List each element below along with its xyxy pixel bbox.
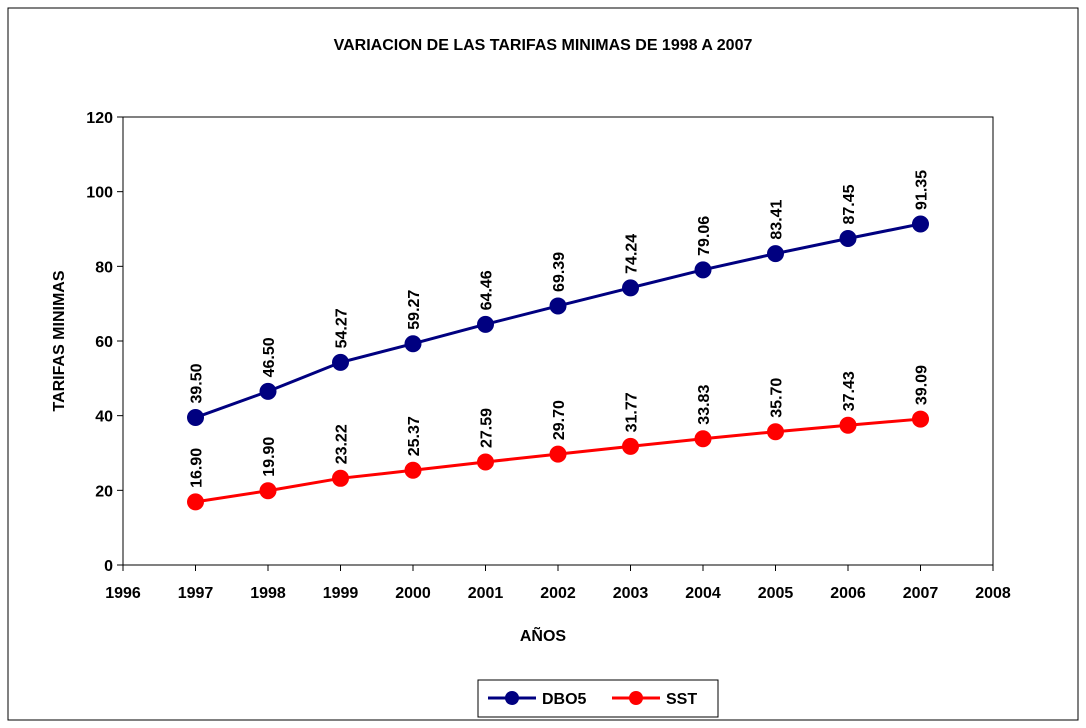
y-tick-label: 80 xyxy=(95,259,113,276)
x-tick-label: 2006 xyxy=(830,585,866,602)
data-label: 87.45 xyxy=(841,184,858,224)
legend-label: SST xyxy=(666,691,697,708)
point xyxy=(332,469,349,487)
x-tick-label: 2003 xyxy=(613,585,649,602)
y-tick-label: 0 xyxy=(104,558,113,575)
data-label: 29.70 xyxy=(551,400,568,440)
legend-marker xyxy=(505,691,519,705)
data-label: 64.46 xyxy=(479,270,496,310)
data-label: 83.41 xyxy=(769,199,786,239)
data-label: 39.50 xyxy=(189,363,206,403)
x-axis-label: AÑOS xyxy=(520,625,567,645)
legend-marker xyxy=(629,691,643,705)
x-tick-label: 2008 xyxy=(975,585,1011,602)
x-tick-label: 1999 xyxy=(323,585,359,602)
point xyxy=(549,297,567,315)
y-tick-label: 60 xyxy=(95,334,113,351)
point xyxy=(912,410,929,428)
data-label: 37.43 xyxy=(841,371,858,411)
x-tick-label: 2002 xyxy=(540,585,576,602)
x-tick-label: 2001 xyxy=(468,585,504,602)
point xyxy=(549,445,567,463)
data-label: 33.83 xyxy=(696,385,713,425)
chart-title: VARIACION DE LAS TARIFAS MINIMAS DE 1998… xyxy=(334,37,753,54)
point xyxy=(259,482,277,500)
data-label: 79.06 xyxy=(696,216,713,256)
point xyxy=(404,335,422,353)
data-label: 91.35 xyxy=(914,170,931,210)
chart-border xyxy=(7,7,1079,721)
legend-label: DBO5 xyxy=(542,691,587,708)
point xyxy=(839,416,857,434)
x-tick-label: 1996 xyxy=(105,585,141,602)
point xyxy=(767,423,784,441)
y-tick-label: 20 xyxy=(95,483,113,500)
point xyxy=(477,315,494,333)
y-axis-label: TARIFAS MINIMAS xyxy=(51,270,68,411)
data-label: 69.39 xyxy=(551,252,568,292)
y-tick-label: 40 xyxy=(95,409,113,426)
x-tick-label: 2000 xyxy=(395,585,431,602)
data-label: 16.90 xyxy=(189,448,206,488)
x-tick-label: 1997 xyxy=(178,585,214,602)
point xyxy=(622,279,639,297)
data-label: 59.27 xyxy=(406,290,423,330)
point xyxy=(332,353,349,371)
data-label: 23.22 xyxy=(334,424,351,464)
point xyxy=(839,230,857,248)
data-label: 19.90 xyxy=(261,437,278,477)
y-tick-label: 100 xyxy=(86,185,113,202)
point xyxy=(477,453,494,471)
point xyxy=(622,437,639,455)
data-label: 25.37 xyxy=(406,416,423,456)
point xyxy=(187,493,204,511)
point xyxy=(694,261,712,279)
data-label: 31.77 xyxy=(624,392,641,432)
data-label: 74.24 xyxy=(624,234,641,274)
data-label: 39.09 xyxy=(914,365,931,405)
x-tick-label: 2005 xyxy=(758,585,794,602)
x-tick-label: 1998 xyxy=(250,585,286,602)
point xyxy=(259,382,277,400)
point xyxy=(187,409,204,427)
data-label: 54.27 xyxy=(334,308,351,348)
x-tick-label: 2007 xyxy=(903,585,939,602)
x-tick-label: 2004 xyxy=(685,585,721,602)
data-label: 46.50 xyxy=(261,337,278,377)
point xyxy=(404,461,422,479)
data-label: 35.70 xyxy=(769,378,786,418)
y-tick-label: 120 xyxy=(86,110,113,127)
point xyxy=(694,430,712,448)
point xyxy=(767,245,784,263)
point xyxy=(912,215,929,233)
data-label: 27.59 xyxy=(479,408,496,448)
